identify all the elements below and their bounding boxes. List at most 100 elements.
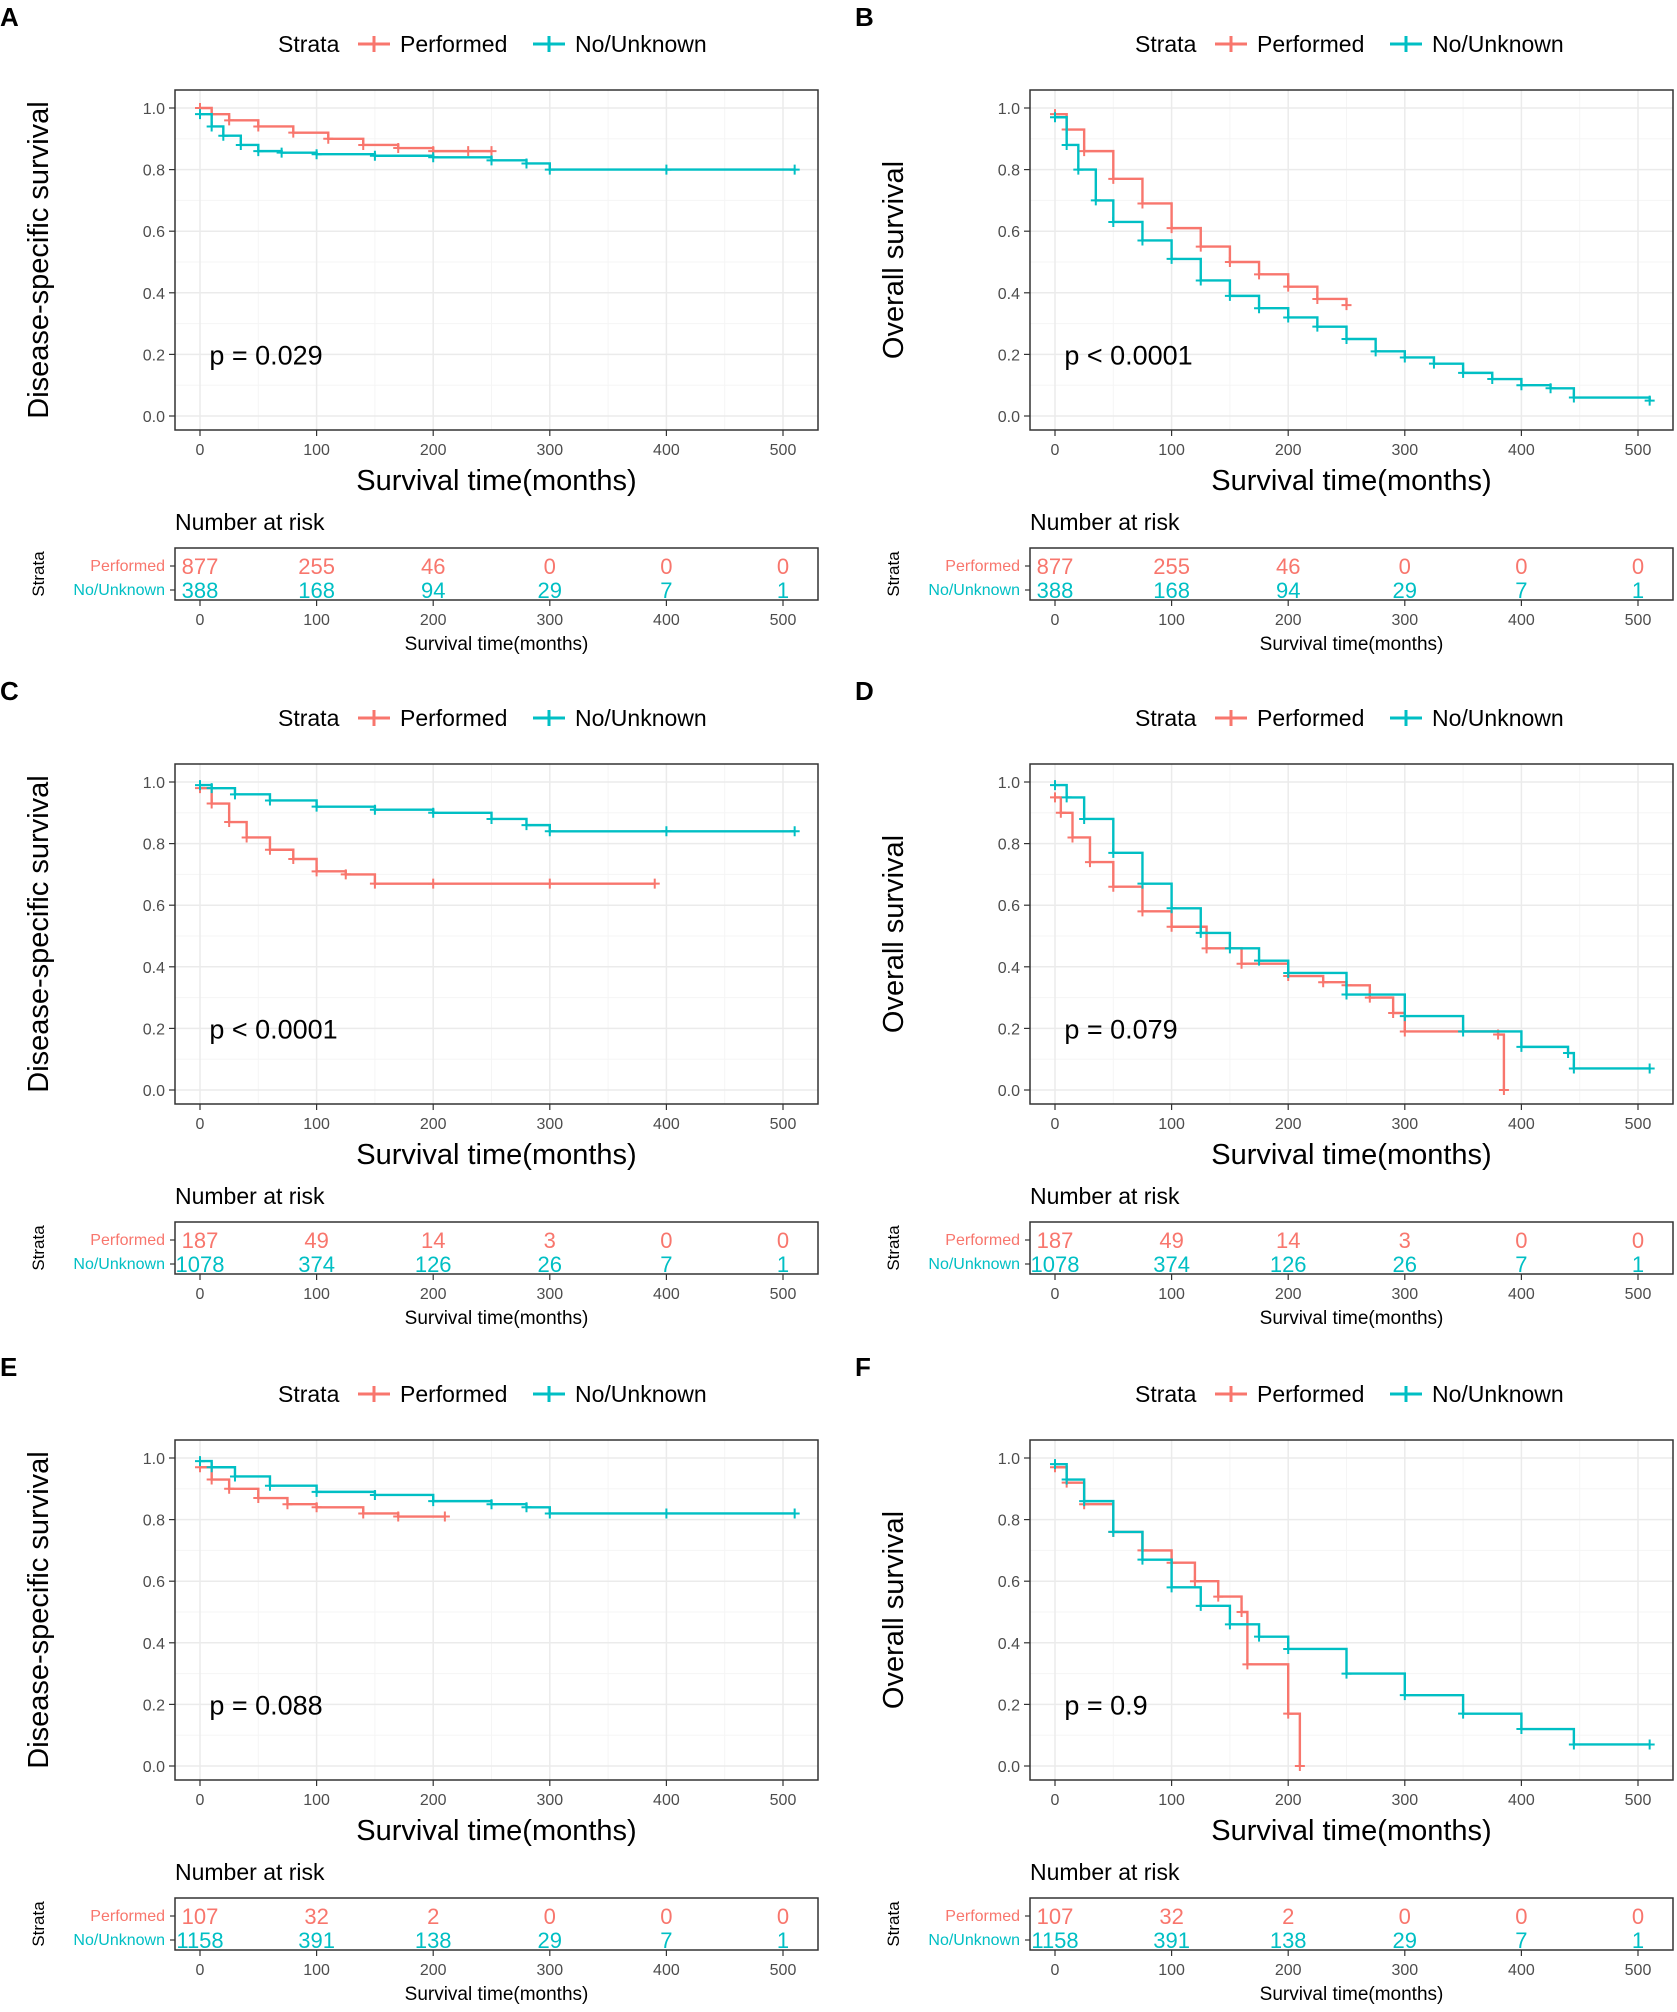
x-tick-label: 200	[1275, 1116, 1302, 1133]
y-tick-label: 0.6	[998, 1574, 1020, 1591]
risk-x-tick-label: 300	[536, 1962, 563, 1979]
legend-label-no-unknown: No/Unknown	[575, 705, 707, 731]
censor-mark-no-unknown	[486, 155, 497, 166]
y-tick-label: 0.6	[998, 224, 1020, 241]
censor-mark-performed	[1067, 832, 1078, 843]
risk-table-title: Number at risk	[1030, 1183, 1180, 1209]
risk-count-performed: 0	[777, 1904, 789, 1929]
censor-mark-performed	[253, 121, 264, 132]
risk-table-strata-label: Strata	[884, 1901, 903, 1947]
censor-mark-no-unknown	[1428, 358, 1439, 369]
censor-mark-no-unknown	[1108, 216, 1119, 227]
y-tick-label: 0.4	[998, 286, 1020, 303]
censor-mark-performed	[1201, 943, 1212, 954]
risk-count-no-unknown: 1078	[176, 1252, 225, 1277]
risk-x-tick-label: 400	[653, 612, 680, 629]
censor-mark-no-unknown	[1224, 1619, 1235, 1630]
censor-mark-no-unknown	[1254, 1631, 1265, 1642]
panel-d: D Strata Performed No/Unknown 0.0 0.2 0.4 0.6 0.…	[855, 676, 1674, 1329]
risk-x-tick-label: 500	[1625, 1286, 1652, 1303]
censor-mark-no-unknown	[486, 1499, 497, 1510]
censor-mark-no-unknown	[789, 164, 800, 175]
risk-count-no-unknown: 168	[298, 578, 335, 603]
curve-performed	[1055, 112, 1348, 306]
censor-mark-performed	[486, 146, 497, 157]
censor-mark-performed	[1189, 1576, 1200, 1587]
legend: Strata Performed No/Unknown	[278, 31, 707, 57]
censor-mark-performed	[1108, 173, 1119, 184]
x-tick-label: 0	[1051, 1792, 1060, 1809]
x-tick-label: 400	[1508, 1792, 1535, 1809]
x-tick-label: 100	[303, 1792, 330, 1809]
risk-count-performed: 32	[304, 1904, 328, 1929]
legend-label-performed: Performed	[1257, 705, 1364, 731]
censor-mark-no-unknown	[1073, 164, 1084, 175]
risk-count-performed: 0	[1515, 554, 1527, 579]
risk-table-strata-label: Strata	[884, 1225, 903, 1271]
y-tick-label: 0.8	[143, 163, 165, 180]
censor-mark-no-unknown	[1166, 1582, 1177, 1593]
censor-mark-no-unknown	[1166, 903, 1177, 914]
risk-count-performed: 0	[660, 554, 672, 579]
censor-mark-no-unknown	[1516, 380, 1527, 391]
censor-mark-no-unknown	[1254, 303, 1265, 314]
legend-title: Strata	[278, 705, 340, 731]
y-tick-label: 0.0	[998, 1083, 1020, 1100]
legend-label-no-unknown: No/Unknown	[1432, 31, 1564, 57]
x-tick-label: 200	[1275, 442, 1302, 459]
y-tick-label: 0.0	[998, 1759, 1020, 1776]
plot-border	[1029, 1439, 1674, 1781]
panel-letter: E	[0, 1352, 17, 1382]
risk-count-no-unknown: 7	[660, 578, 672, 603]
risk-x-tick-label: 100	[1158, 1286, 1185, 1303]
panel-f: F Strata Performed No/Unknown 0.0 0.2 0.4 0.6 0.…	[855, 1352, 1674, 2005]
censor-mark-no-unknown	[1137, 235, 1148, 246]
risk-x-tick-label: 400	[1508, 1286, 1535, 1303]
y-tick-label: 0.2	[998, 1697, 1020, 1714]
panel-letter: B	[855, 2, 874, 32]
censor-mark-no-unknown	[311, 801, 322, 812]
censor-mark-performed	[311, 1502, 322, 1513]
x-tick-label: 0	[196, 1116, 205, 1133]
censor-mark-performed	[358, 1508, 369, 1519]
censor-mark-no-unknown	[1224, 290, 1235, 301]
risk-x-axis-title: Survival time(months)	[405, 1984, 589, 2005]
risk-count-performed: 877	[1037, 554, 1074, 579]
censor-mark-performed	[311, 866, 322, 877]
y-tick-label: 0.4	[998, 960, 1020, 977]
risk-count-performed: 0	[1515, 1228, 1527, 1253]
risk-x-axis-title: Survival time(months)	[405, 634, 589, 655]
y-tick-label: 0.8	[998, 837, 1020, 854]
y-tick-label: 1.0	[143, 101, 165, 118]
x-tick-label: 300	[536, 1792, 563, 1809]
censor-mark-performed	[1137, 198, 1148, 209]
y-tick-label: 0.6	[143, 898, 165, 915]
risk-count-no-unknown: 94	[1276, 578, 1300, 603]
risk-count-no-unknown: 7	[1515, 578, 1527, 603]
censor-mark-no-unknown	[1061, 792, 1072, 803]
censor-mark-no-unknown	[544, 826, 555, 837]
censor-mark-no-unknown	[1545, 383, 1556, 394]
y-axis-title: Disease-specific survival	[23, 101, 55, 419]
censor-mark-performed	[1166, 223, 1177, 234]
risk-table-border	[174, 547, 819, 601]
x-tick-label: 0	[1051, 442, 1060, 459]
censor-mark-no-unknown	[1399, 1011, 1410, 1022]
risk-x-axis-title: Survival time(months)	[1260, 1308, 1444, 1329]
risk-count-performed: 49	[304, 1228, 328, 1253]
censor-mark-performed	[1318, 977, 1329, 988]
risk-x-tick-label: 300	[1391, 1962, 1418, 1979]
censor-mark-no-unknown	[1061, 139, 1072, 150]
legend-label-no-unknown: No/Unknown	[575, 1381, 707, 1407]
panel-a: A Strata Performed No/Unknown 0.0 0.2 0.4 0.6 0.…	[0, 2, 819, 655]
risk-count-no-unknown: 29	[538, 578, 562, 603]
risk-table-border	[1029, 1221, 1674, 1275]
y-tick-label: 0.2	[143, 1697, 165, 1714]
risk-table-border	[1029, 1897, 1674, 1951]
y-tick-label: 0.2	[998, 347, 1020, 364]
risk-count-no-unknown: 126	[1270, 1252, 1307, 1277]
censor-mark-no-unknown	[1458, 1708, 1469, 1719]
legend-label-performed: Performed	[1257, 1381, 1364, 1407]
risk-x-tick-label: 500	[1625, 612, 1652, 629]
censor-mark-no-unknown	[311, 1486, 322, 1497]
